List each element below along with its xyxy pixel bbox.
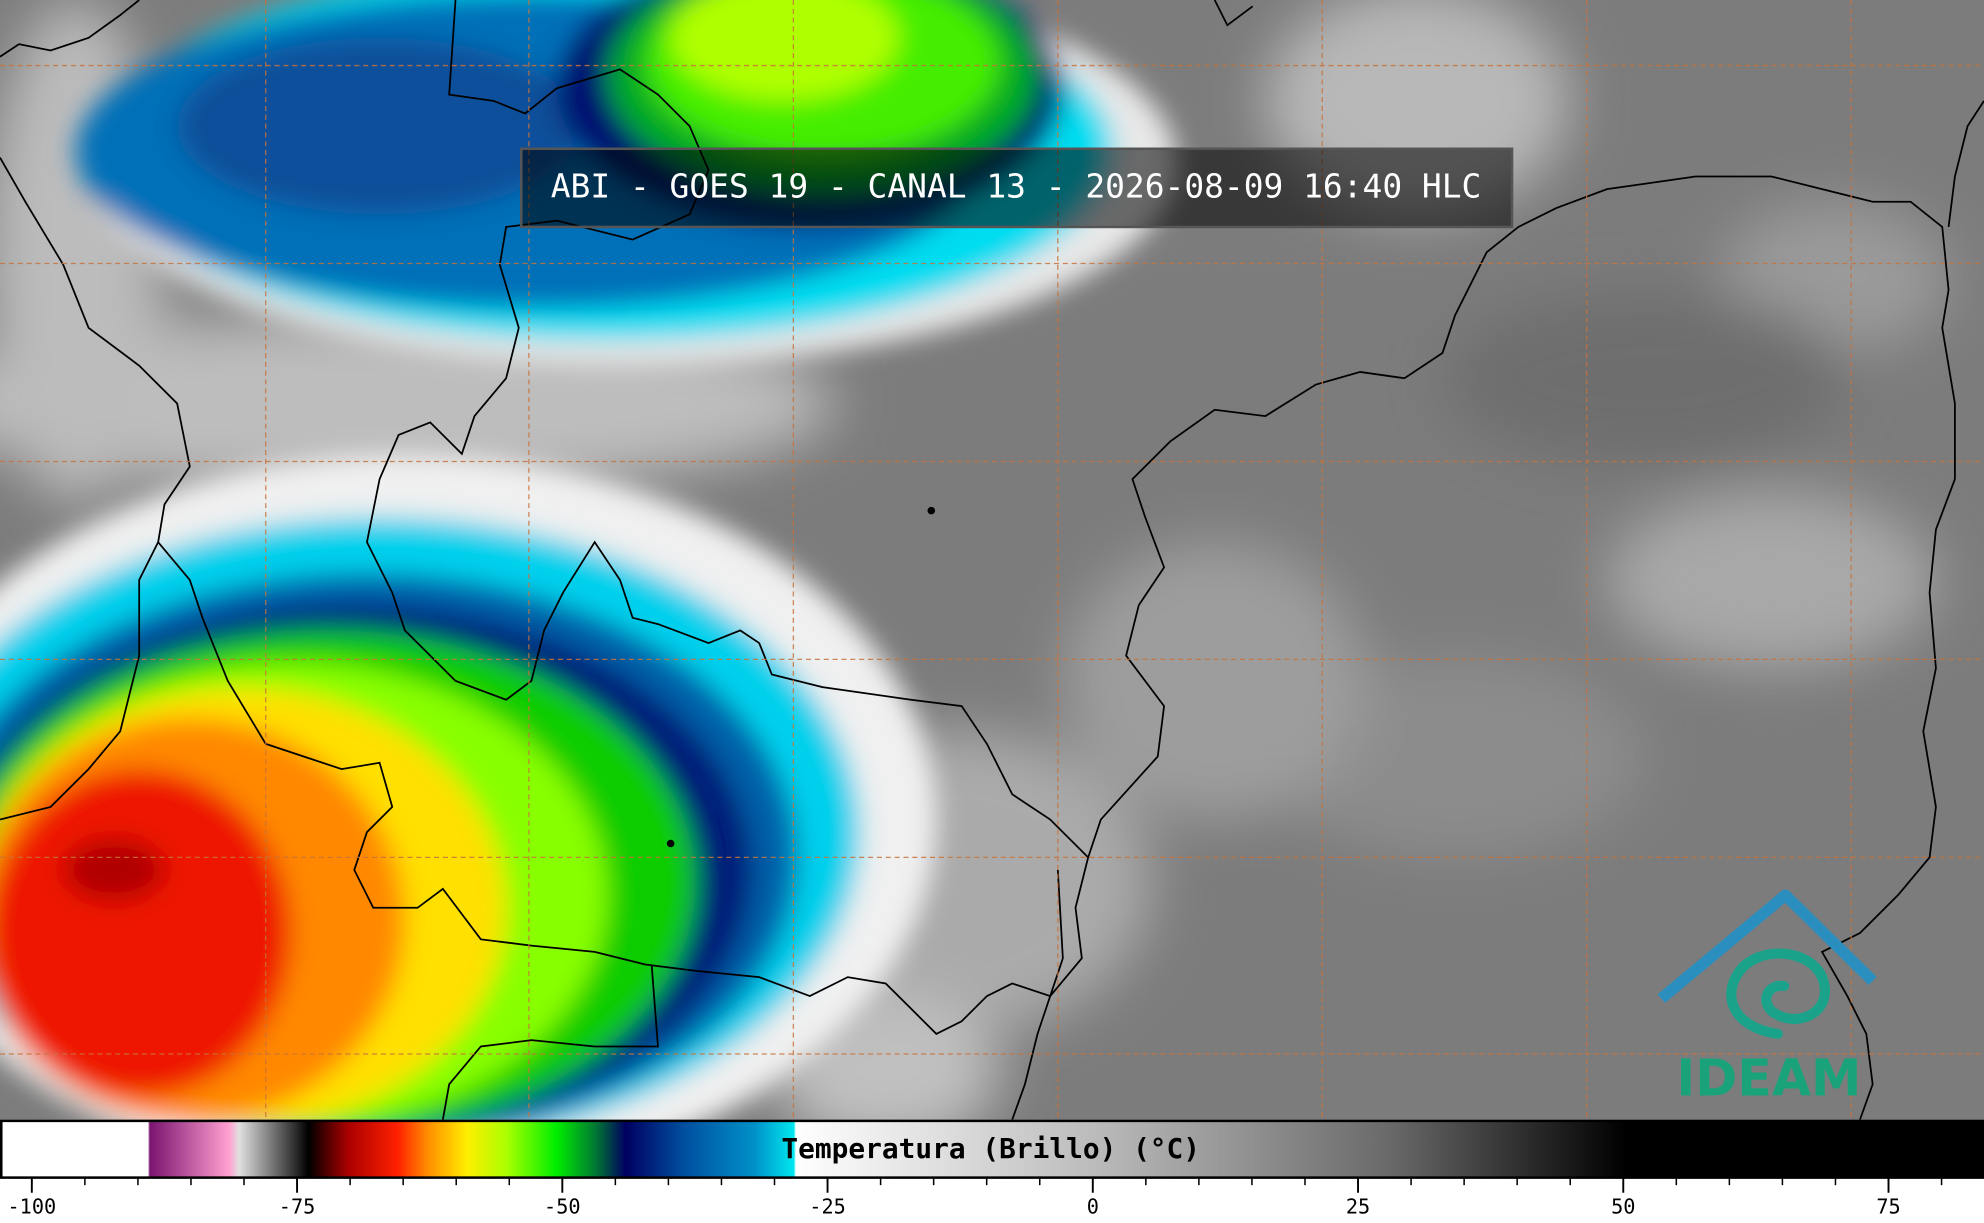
tick-label: 0 [1087,1194,1099,1218]
tick-label: -25 [809,1194,846,1218]
imagery [0,0,1984,1186]
tick-label: -100 [7,1194,56,1218]
tick-label: -50 [544,1194,581,1218]
tick-label: 50 [1611,1194,1635,1218]
city-dot [666,839,675,848]
logo-text: IDEAM [1676,1048,1861,1107]
city-dot [927,506,936,515]
title-box: ABI - GOES 19 - CANAL 13 - 2026-08-09 16… [520,147,1514,229]
title: ABI - GOES 19 - CANAL 13 - 2026-08-09 16… [551,167,1482,205]
colorbar: Temperatura (Brillo) (°C) -100 -75 -50 -25 0… [0,1119,1984,1223]
tick-label: 25 [1346,1194,1370,1218]
tick-label: -75 [279,1194,316,1218]
tick-label: 75 [1876,1194,1900,1218]
colorbar-label: Temperatura (Brillo) (°C) [781,1132,1200,1165]
logo: IDEAM [1657,889,1877,1107]
borders [0,0,1984,1120]
